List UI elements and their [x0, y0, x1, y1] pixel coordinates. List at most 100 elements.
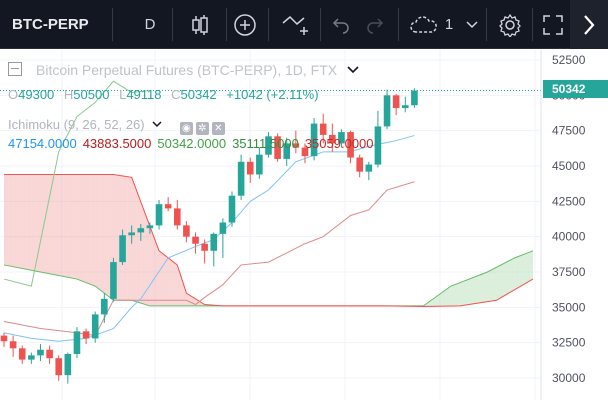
price-axis-label: 47500 [552, 124, 586, 138]
chevron-right-icon [584, 14, 595, 35]
indicator-value: 35059.0000 [304, 136, 374, 151]
eye-icon[interactable]: ◉ [179, 122, 193, 135]
candle-body [283, 143, 291, 159]
cloud-segment [450, 284, 456, 307]
candle-body [18, 348, 26, 360]
high-label: H [63, 87, 74, 102]
cloud-segment [496, 264, 502, 301]
alert-button[interactable] [276, 0, 316, 49]
candle-body [329, 134, 336, 144]
layout-count: 1 [444, 16, 454, 33]
candle-body [91, 314, 99, 339]
cloud-segment [22, 174, 27, 270]
cloud-segment [127, 176, 132, 301]
toolbar-divider [112, 8, 113, 41]
redo-icon [367, 17, 384, 34]
price-axis-label: 37500 [552, 265, 586, 279]
undo-icon [332, 17, 349, 34]
candle-style-button[interactable] [182, 0, 218, 49]
cloud-segment [26, 174, 32, 271]
chevron-down-icon[interactable] [152, 121, 162, 128]
toolbar-divider [172, 8, 173, 41]
price-axis-label: 42500 [552, 194, 586, 208]
candle-body [246, 161, 254, 175]
cloud-layout-button[interactable] [406, 0, 442, 49]
gear-icon[interactable]: ✲ [195, 122, 209, 135]
cloud-segment [145, 214, 150, 306]
candle-body [37, 349, 44, 356]
last-price-tag: 50342 [543, 80, 608, 98]
price-axis-label: 52500 [552, 53, 586, 67]
price-axis-label: 40000 [552, 230, 586, 244]
indicator-name: Ichimoku (9, 26, 52, 26) [8, 117, 145, 132]
layout-dropdown[interactable] [462, 0, 482, 49]
cloud-segment [136, 189, 141, 304]
cloud-segment [149, 226, 155, 306]
low-label: L [119, 87, 127, 102]
indicators-button[interactable] [230, 0, 260, 49]
candle-body [137, 228, 145, 233]
cloud-segment [4, 174, 9, 266]
cloud-segment [140, 201, 146, 305]
cloud-segment [478, 273, 483, 304]
cloud-segment [67, 174, 73, 279]
candle-body [274, 136, 281, 159]
chevron-down-icon [466, 20, 478, 28]
candle-body [228, 195, 236, 223]
cloud-segment [63, 174, 68, 278]
fullscreen-button[interactable] [538, 0, 568, 49]
interval-button[interactable]: D [144, 16, 156, 33]
cloud-segment [519, 254, 524, 288]
cloud-segment [76, 174, 82, 281]
candle-body [173, 208, 181, 226]
settings-button[interactable] [494, 0, 526, 49]
toolbar-scroll-right-button[interactable] [570, 0, 608, 49]
price-axis-label: 45000 [552, 159, 586, 173]
indicator-value: 50342.0000 [157, 136, 227, 151]
price-chart[interactable]: 5250050000475004500042500400003750035000… [0, 50, 608, 400]
candle-body [374, 126, 382, 165]
price-axis-background [541, 50, 608, 400]
close-icon[interactable]: ✕ [211, 122, 225, 135]
candle-body [383, 95, 391, 127]
close-value: 50342 [180, 87, 217, 102]
cloud-segment [455, 282, 460, 306]
candle-body [119, 235, 126, 263]
cloud-segment [13, 174, 18, 268]
cloud-segment [95, 174, 100, 290]
gear-icon [499, 13, 521, 37]
cloud-segment [460, 280, 465, 306]
indicator-value: 43883.5000 [82, 136, 152, 151]
candle-body [155, 204, 163, 226]
chevron-down-icon[interactable] [347, 66, 359, 74]
cloud-segment [104, 174, 109, 297]
symbol-description: Bitcoin Perpetual Futures (BTC-PERP), 1D… [36, 62, 338, 78]
candle-body [73, 331, 81, 354]
ohlc-values: O49300 H50500 L49118 C50342 +1042 (+2.11… [8, 87, 319, 102]
cloud-segment [86, 174, 91, 285]
redo-button[interactable] [360, 0, 390, 49]
candle-body [338, 132, 345, 144]
symbol-search-button[interactable]: BTC-PERP [12, 16, 89, 33]
collapse-legend-icon[interactable] [8, 62, 22, 76]
cloud-segment [510, 257, 515, 293]
candle-body [0, 335, 8, 342]
cloud-segment [523, 252, 529, 285]
change-value: +1042 (+2.11%) [226, 87, 319, 102]
cloud-segment [17, 174, 23, 269]
open-label: O [8, 87, 19, 102]
undo-button[interactable] [326, 0, 356, 49]
cloud-segment [8, 174, 14, 267]
indicator-legend: Ichimoku (9, 26, 52, 26) ◉ ✲ ✕ [8, 117, 225, 135]
cloud-segment [99, 174, 105, 294]
cloud-segment [45, 174, 50, 274]
candles-icon [192, 14, 208, 35]
cloud-segment [131, 177, 137, 302]
candle-body [101, 298, 108, 315]
chikou-line [3, 80, 150, 287]
candle-body [319, 123, 327, 135]
fullscreen-icon [543, 14, 563, 35]
candle-body [411, 90, 418, 106]
cloud-segment [81, 174, 87, 283]
high-value: 50500 [73, 87, 110, 102]
